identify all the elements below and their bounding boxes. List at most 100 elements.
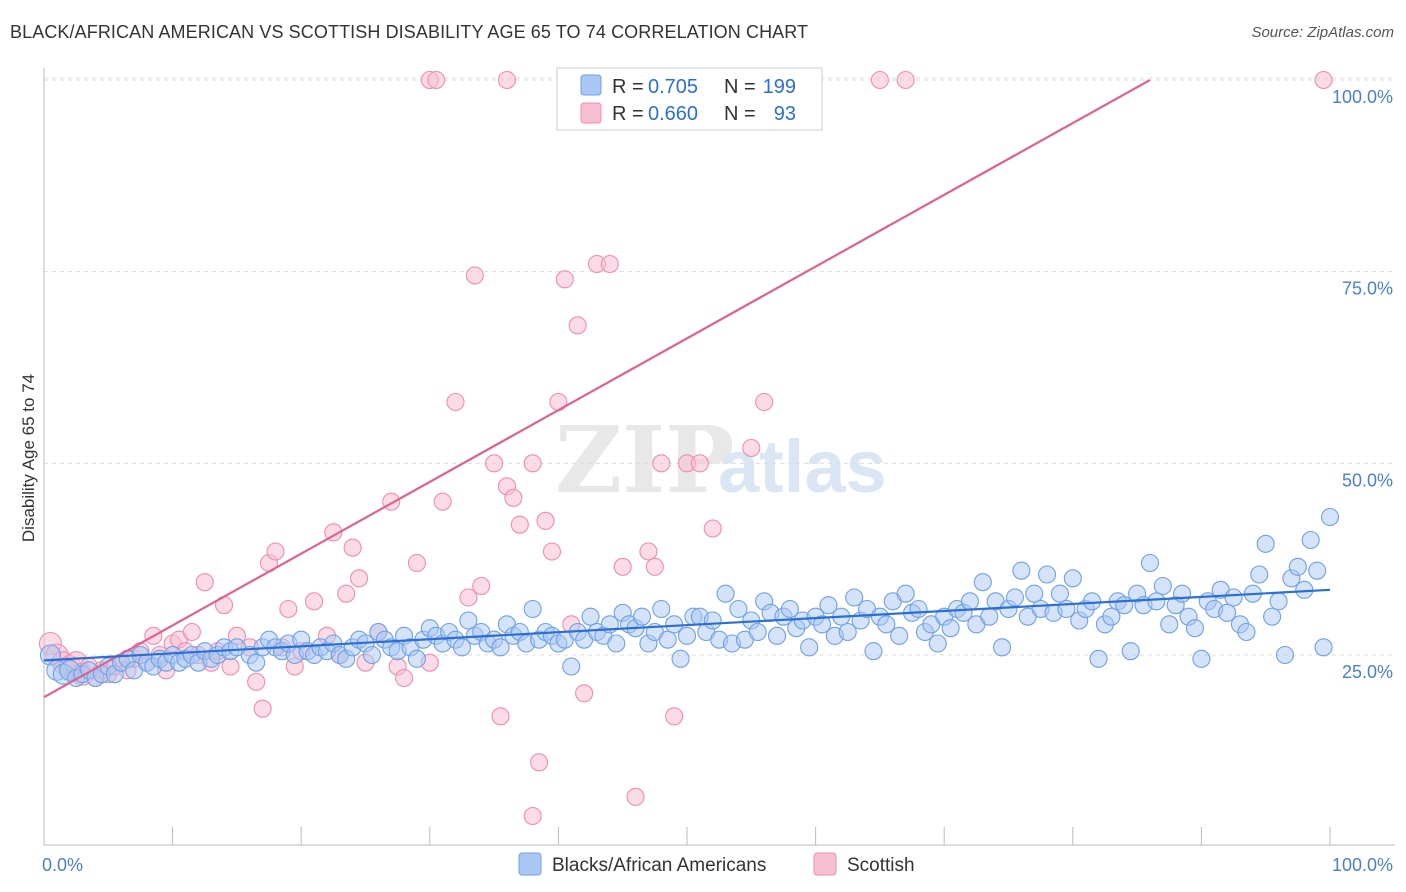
black-point-106: [729, 599, 748, 619]
watermark: ZIP atlas: [555, 406, 887, 514]
black-point-185: [1237, 622, 1256, 642]
scottish-point-63: [523, 454, 542, 473]
scottish-point-76: [645, 557, 664, 576]
scottish-point-61: [504, 488, 523, 507]
source-credit: Source: ZipAtlas.com: [1251, 24, 1394, 41]
x-tick-label-100: 100.0%: [1332, 855, 1393, 875]
black-trend-line: [43, 588, 1331, 662]
black-point-109: [748, 622, 767, 642]
scottish-point-89: [870, 70, 889, 90]
scottish-point-51: [407, 553, 426, 573]
black-point-94: [652, 599, 671, 619]
legend-swatch-pink: [580, 102, 602, 124]
scottish-point-53: [433, 492, 452, 511]
scottish-point-70: [575, 684, 594, 703]
black-point-188: [1256, 534, 1275, 553]
black-point-183: [1224, 588, 1243, 607]
black-point-198: [1320, 507, 1340, 527]
scottish-point-57: [472, 576, 491, 596]
scottish-point-69: [568, 316, 587, 335]
black-point-197: [1314, 638, 1333, 657]
black-point-114: [780, 599, 799, 619]
scottish-point-43: [337, 584, 356, 603]
black-point-147: [993, 638, 1012, 657]
scottish-point-81: [703, 519, 722, 538]
black-point-167: [1121, 642, 1140, 661]
legend-r-label-2: R =: [612, 103, 644, 125]
watermark-atlas: atlas: [718, 425, 887, 508]
scottish-point-87: [497, 70, 517, 90]
black-point-170: [1140, 553, 1160, 573]
black-point-175: [1173, 584, 1192, 603]
scottish-point-90: [896, 70, 915, 90]
tick-labels: 25.0% 50.0% 75.0% 100.0% 0.0% 100.0%: [42, 87, 1393, 875]
series-legend-swatch-pink: [813, 852, 837, 876]
black-point-127: [864, 642, 883, 661]
scottish-point-80: [690, 454, 709, 473]
black-point-91: [632, 607, 652, 626]
black-point-137: [928, 634, 947, 653]
scottish-point-44: [343, 538, 362, 557]
black-point-152: [1025, 584, 1044, 603]
black-point-191: [1275, 645, 1295, 665]
black-point-144: [973, 573, 992, 592]
black-point-69: [491, 638, 510, 657]
scottish-point-62: [510, 515, 529, 534]
legend-r-value-2: 0.660: [648, 103, 698, 125]
scottish-point-56: [465, 266, 484, 285]
black-point-139: [941, 619, 960, 638]
scottish-point-67: [555, 270, 574, 289]
series-legend-label-blue: Blacks/African Americans: [552, 855, 766, 876]
scottish-point-50: [395, 668, 414, 688]
black-point-196: [1308, 561, 1327, 580]
scottish-point-59: [491, 707, 510, 726]
scottish-point-45: [350, 569, 369, 588]
x-tick-label-0: 0.0%: [42, 855, 83, 875]
legend-n-label-1: N =: [724, 76, 756, 98]
black-point-178: [1192, 649, 1211, 668]
black-point-132: [896, 584, 915, 603]
black-point-149: [1005, 588, 1024, 607]
black-point-154: [1038, 565, 1057, 584]
series-legend: Blacks/African Americans Scottish: [518, 852, 915, 876]
black-point-164: [1102, 607, 1121, 626]
trend-lines: [43, 79, 1331, 699]
scottish-point-64: [536, 511, 555, 530]
black-point-150: [1012, 561, 1031, 580]
black-point-142: [960, 592, 979, 611]
scottish-point-54: [446, 392, 465, 412]
scottish-point-22: [182, 622, 201, 642]
y-axis-label: Disability Age 65 to 74: [19, 374, 38, 542]
legend-r-value-1: 0.705: [648, 76, 698, 98]
black-point-119: [812, 615, 832, 634]
scottish-point-34: [266, 542, 285, 561]
black-point-182: [1218, 603, 1237, 622]
black-point-134: [909, 599, 928, 619]
black-point-173: [1160, 615, 1179, 634]
scottish-point-41: [324, 523, 343, 542]
scottish-point-83: [755, 392, 774, 412]
black-point-63: [452, 638, 472, 657]
black-point-193: [1288, 557, 1307, 576]
scottish-point-74: [626, 787, 645, 806]
black-point-123: [838, 622, 857, 642]
black-point-156: [1050, 584, 1069, 603]
scottish-point-65: [542, 542, 562, 561]
black-point-87: [607, 634, 626, 653]
black-point-195: [1301, 530, 1320, 550]
legend-r-label-1: R =: [612, 76, 644, 98]
scottish-point-82: [742, 438, 761, 458]
black-point-102: [703, 611, 722, 630]
black-point-189: [1263, 607, 1282, 626]
axes: [43, 68, 1395, 846]
black-point-177: [1185, 619, 1205, 638]
y-tick-label-75: 75.0%: [1342, 279, 1393, 299]
black-point-104: [716, 584, 735, 603]
black-point-64: [459, 611, 478, 630]
black-point-56: [407, 649, 426, 668]
black-point-131: [890, 626, 909, 645]
black-point-129: [877, 615, 896, 634]
black-point-31: [247, 653, 266, 672]
y-tick-label-25: 25.0%: [1342, 662, 1393, 682]
scottish-point-58: [485, 454, 504, 473]
